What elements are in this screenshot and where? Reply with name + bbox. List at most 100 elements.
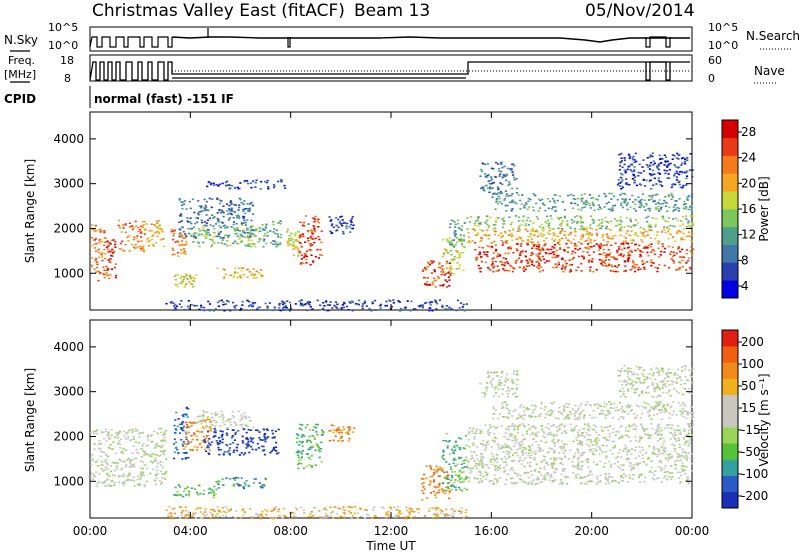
data-cell [658, 256, 661, 258]
data-cell [602, 466, 605, 468]
data-cell [634, 249, 637, 252]
data-cell [104, 253, 107, 255]
data-cell [530, 263, 533, 266]
data-cell [183, 276, 186, 278]
data-cell [685, 262, 688, 264]
data-cell [450, 249, 453, 252]
data-cell [569, 193, 572, 196]
data-cell [289, 517, 292, 520]
data-cell [541, 269, 544, 272]
data-cell [567, 246, 571, 249]
data-cell [608, 264, 611, 267]
data-cell [226, 226, 229, 229]
data-cell [604, 254, 607, 257]
data-cell [668, 233, 671, 235]
data-cell [174, 428, 177, 430]
data-cell [313, 225, 316, 228]
data-cell [639, 250, 642, 253]
data-cell [649, 224, 652, 227]
data-cell [214, 493, 217, 496]
data-cell [235, 446, 239, 449]
data-cell [141, 220, 144, 223]
data-cell [341, 508, 345, 511]
data-cell [145, 445, 148, 447]
data-cell [571, 207, 575, 210]
data-cell [478, 480, 481, 483]
data-cell [497, 203, 500, 205]
data-cell [101, 259, 104, 262]
data-cell [136, 451, 139, 454]
data-cell [595, 449, 598, 452]
data-cell [545, 426, 548, 429]
data-cell [488, 191, 491, 194]
data-cell [193, 432, 196, 434]
data-cell [230, 418, 233, 420]
data-cell [424, 267, 427, 269]
data-cell [103, 485, 106, 487]
data-cell [448, 306, 451, 309]
data-cell [259, 485, 262, 488]
data-cell [475, 454, 478, 457]
data-cell [496, 265, 499, 267]
data-cell [500, 458, 503, 460]
data-cell [226, 180, 229, 183]
data-cell [454, 235, 457, 237]
data-cell [586, 230, 589, 233]
data-cell [304, 215, 308, 217]
data-cell [255, 270, 258, 273]
data-cell [322, 301, 325, 304]
data-cell [185, 494, 188, 496]
data-cell [340, 436, 343, 438]
data-cell [589, 480, 592, 482]
data-cell [247, 228, 250, 230]
data-cell [473, 450, 476, 453]
data-cell [248, 270, 251, 273]
data-cell [184, 253, 187, 255]
data-cell [684, 472, 687, 475]
data-cell [172, 443, 176, 445]
data-cell [218, 199, 221, 201]
data-cell [587, 259, 590, 262]
data-cell [528, 449, 531, 452]
data-cell [548, 252, 551, 255]
data-cell [629, 440, 632, 442]
data-cell [621, 173, 624, 176]
data-cell [299, 251, 302, 254]
data-cell [183, 250, 186, 252]
data-cell [663, 247, 667, 250]
data-cell [212, 508, 215, 511]
data-cell [619, 426, 622, 428]
data-cell [207, 452, 210, 455]
data-cell [448, 440, 451, 442]
data-cell [93, 443, 96, 445]
data-cell [163, 450, 166, 452]
data-cell [96, 459, 99, 462]
data-cell [125, 464, 128, 466]
data-cell [275, 446, 278, 448]
data-cell [574, 234, 577, 237]
data-cell [513, 201, 516, 204]
data-cell [687, 235, 690, 237]
data-cell [303, 256, 306, 259]
data-cell [146, 467, 149, 470]
data-cell [197, 233, 201, 235]
data-cell [559, 216, 563, 219]
data-cell [130, 438, 133, 441]
nave-tick-bottom: 0 [708, 72, 715, 85]
data-cell [292, 244, 295, 247]
data-cell [240, 234, 243, 237]
data-cell [529, 241, 532, 243]
data-cell [128, 250, 131, 252]
data-cell [514, 262, 517, 264]
data-cell [221, 507, 224, 509]
data-cell [241, 423, 244, 426]
data-cell [320, 308, 323, 311]
data-cell [606, 221, 609, 223]
data-cell [658, 240, 661, 243]
data-cell [617, 264, 620, 266]
data-cell [300, 254, 303, 257]
data-cell [495, 270, 498, 272]
data-cell [485, 444, 488, 447]
data-cell [277, 508, 281, 511]
data-cell [205, 200, 208, 203]
